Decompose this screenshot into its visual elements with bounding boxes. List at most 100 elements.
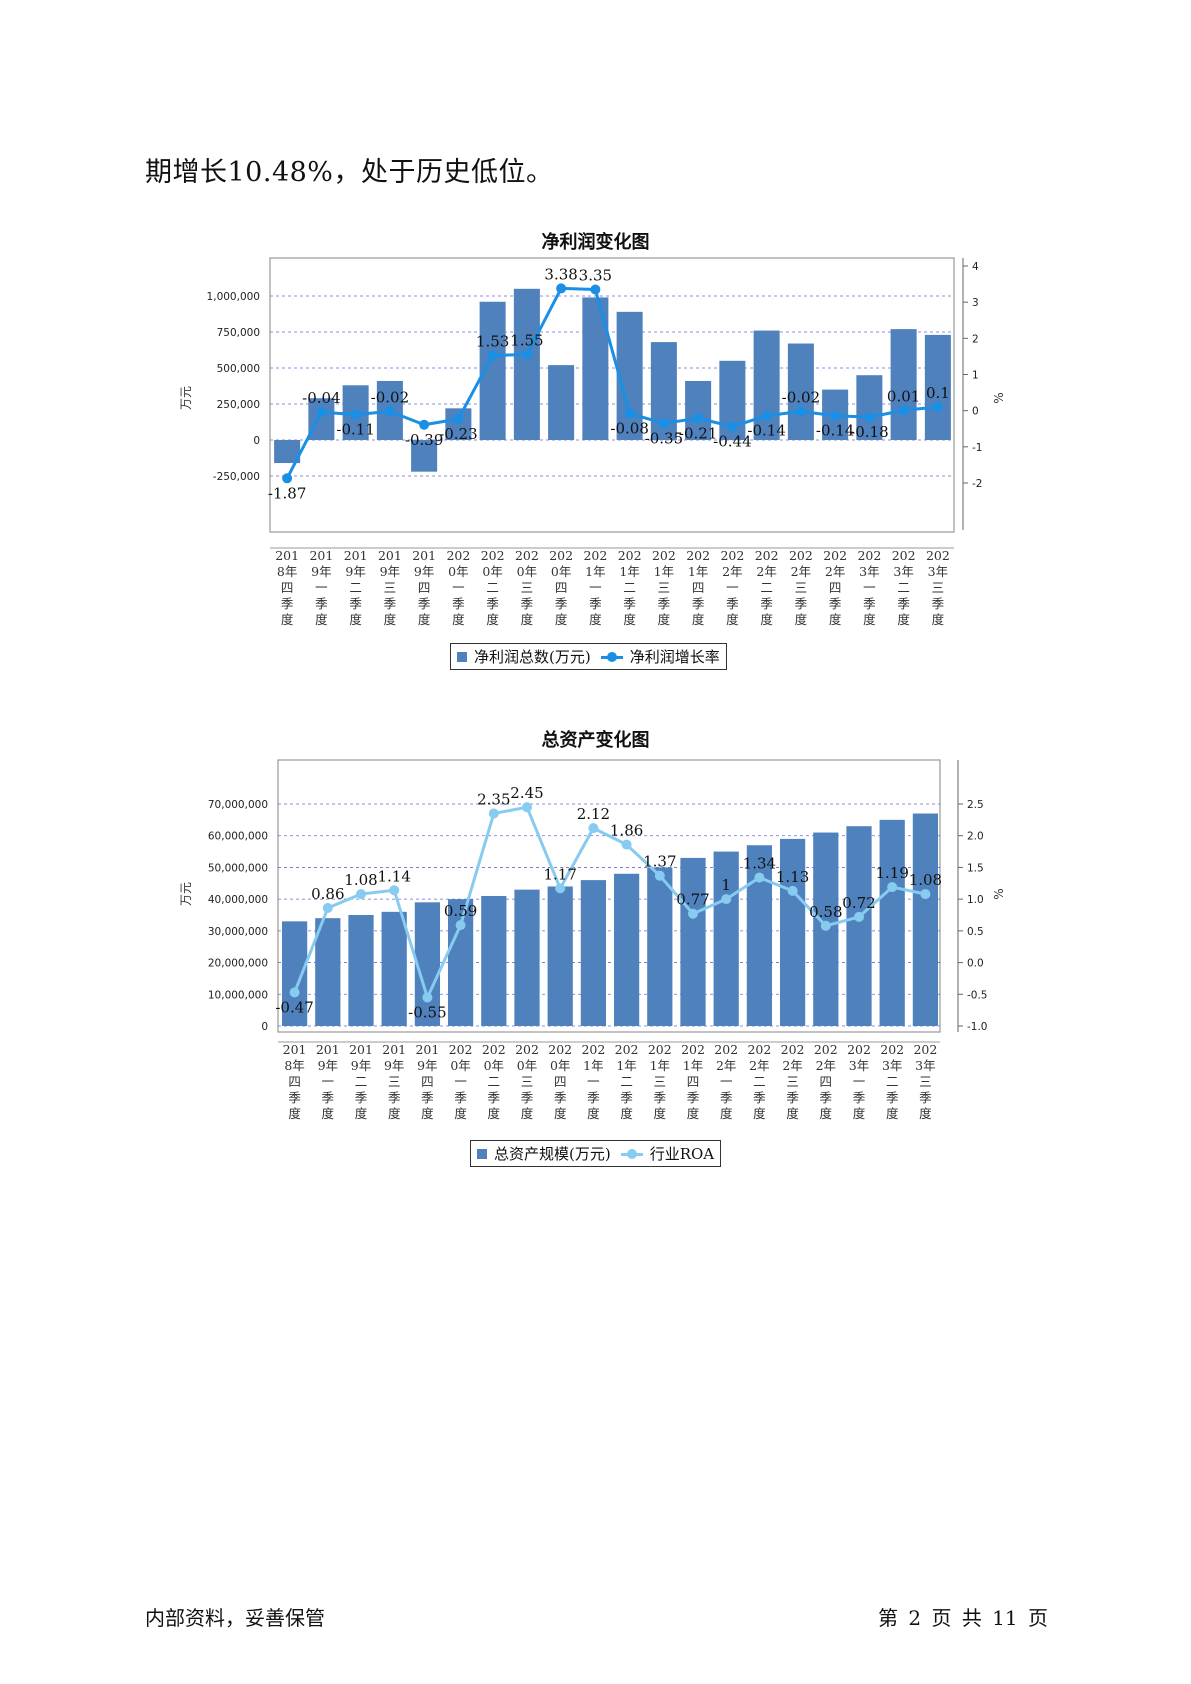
- x-tick-label: 二: [488, 1074, 501, 1089]
- x-tick-label: 201: [415, 1042, 439, 1057]
- x-tick-label: 度: [418, 612, 431, 627]
- x-tick-label: 季: [322, 1090, 335, 1105]
- x-tick-label: 0年: [450, 1058, 470, 1073]
- x-tick-label: 3年: [915, 1058, 935, 1073]
- x-tick-label: 2年: [716, 1058, 736, 1073]
- x-tick-label: 季: [687, 1090, 700, 1105]
- line-point: [795, 406, 806, 417]
- x-tick-label: 度: [863, 612, 876, 627]
- x-tick-label: 季: [863, 596, 876, 611]
- x-tick-label: 2年: [791, 564, 811, 579]
- x-tick-label: 度: [932, 612, 945, 627]
- net-profit-chart: -250,000 0 250,000 500,000 750,000 1,000,000 万…: [179, 257, 1006, 627]
- x-tick-label: 202: [581, 1042, 605, 1057]
- data-label: 1.19: [875, 864, 908, 882]
- x-tick-label: 四: [421, 1074, 434, 1089]
- x-tick-label: 202: [789, 548, 813, 563]
- x-tick-label: 季: [620, 1090, 633, 1105]
- x-tick-label: 度: [589, 612, 602, 627]
- data-label: 0.01: [887, 387, 920, 405]
- bar: [685, 380, 712, 440]
- x-tick-label: 度: [786, 1106, 799, 1121]
- bar: [274, 440, 301, 464]
- x-tick-label: 一: [863, 580, 876, 595]
- line-point: [624, 408, 635, 419]
- legend-net-profit: 净利润总数(万元) 净利润增长率: [450, 643, 727, 670]
- bar: [445, 408, 472, 440]
- x-tick-label: 季: [720, 1090, 733, 1105]
- x-tick-label: 一: [589, 580, 602, 595]
- line-point: [654, 870, 665, 881]
- y-tick-label: 40,000,000: [208, 894, 268, 906]
- line-point: [422, 992, 433, 1003]
- x-tick-label: 202: [892, 548, 916, 563]
- line-point: [521, 349, 532, 360]
- x-tick-label: 2年: [722, 564, 742, 579]
- line-point: [693, 413, 704, 424]
- line-point: [453, 413, 464, 424]
- bar: [414, 902, 441, 1026]
- x-tick-label: 度: [919, 1106, 932, 1121]
- x-tick-label: 度: [322, 1106, 335, 1121]
- x-tick-label: 0年: [448, 564, 468, 579]
- bar: [879, 819, 905, 1026]
- x-tick-label: 二: [753, 1074, 766, 1089]
- x-tick-label: 三: [388, 1074, 401, 1089]
- x-tick-label: 2年: [816, 1058, 836, 1073]
- x-tick-label: 季: [454, 1090, 467, 1105]
- x-tick-label: 度: [454, 1106, 467, 1121]
- x-tick-label: 9年: [384, 1058, 404, 1073]
- x-tick-label: 季: [486, 596, 499, 611]
- data-label: 1: [721, 876, 731, 894]
- bar: [616, 311, 643, 440]
- x-tick-label: 三: [384, 580, 397, 595]
- data-label: -0.39: [405, 431, 443, 449]
- x-tick-label: 度: [388, 1106, 401, 1121]
- y2-tick-label: 1.5: [967, 862, 984, 874]
- x-tick-label: 三: [521, 580, 534, 595]
- x-tick-label: 202: [648, 1042, 672, 1057]
- data-label: -0.21: [679, 424, 717, 442]
- x-tick-label: 季: [355, 1090, 368, 1105]
- x-tick-label: 202: [814, 1042, 838, 1057]
- bar: [481, 895, 507, 1026]
- x-tick-label: 1年: [583, 1058, 603, 1073]
- x-tick-label: 202: [615, 1042, 639, 1057]
- bar: [787, 343, 814, 440]
- bar: [613, 873, 640, 1026]
- x-tick-label: 202: [880, 1042, 904, 1057]
- x-tick-label: 3年: [849, 1058, 869, 1073]
- data-label: -0.55: [408, 1003, 446, 1021]
- x-tick-label: 202: [857, 548, 881, 563]
- x-tick-label: 201: [316, 1042, 340, 1057]
- data-label: -0.02: [782, 388, 820, 406]
- y2-tick-label: 0.0: [967, 958, 984, 970]
- x-tick-label: 四: [829, 580, 842, 595]
- x-tick-label: 9年: [351, 1058, 371, 1073]
- line-point: [522, 802, 532, 813]
- x-tick-label: 1年: [619, 564, 639, 579]
- x-tick-label: 四: [554, 1074, 567, 1089]
- legend-bar-swatch: [477, 1148, 487, 1159]
- y-tick-label: 70,000,000: [208, 799, 268, 811]
- x-tick-label: 一: [726, 580, 739, 595]
- y-tick-label: 50,000,000: [208, 862, 268, 874]
- x-tick-label: 202: [548, 1042, 572, 1057]
- data-label: 1.08: [344, 871, 377, 889]
- data-label: 0.1: [926, 384, 950, 402]
- line-point: [920, 889, 931, 900]
- x-tick-label: 一: [853, 1074, 866, 1089]
- x-tick-label: 季: [726, 596, 739, 611]
- line-point: [350, 409, 361, 420]
- line-point: [854, 911, 864, 922]
- x-tick-label: 度: [760, 612, 773, 627]
- line-point: [282, 473, 293, 484]
- x-tick-label: 9年: [345, 564, 365, 579]
- x-tick-label: 202: [781, 1042, 805, 1057]
- y-tick-label: 250,000: [217, 399, 260, 411]
- data-label: 0.72: [842, 894, 875, 912]
- y2-tick-label: -1.0: [967, 1021, 988, 1033]
- x-tick-label: 季: [521, 1090, 534, 1105]
- bar: [647, 867, 673, 1026]
- x-tick-label: 季: [349, 596, 362, 611]
